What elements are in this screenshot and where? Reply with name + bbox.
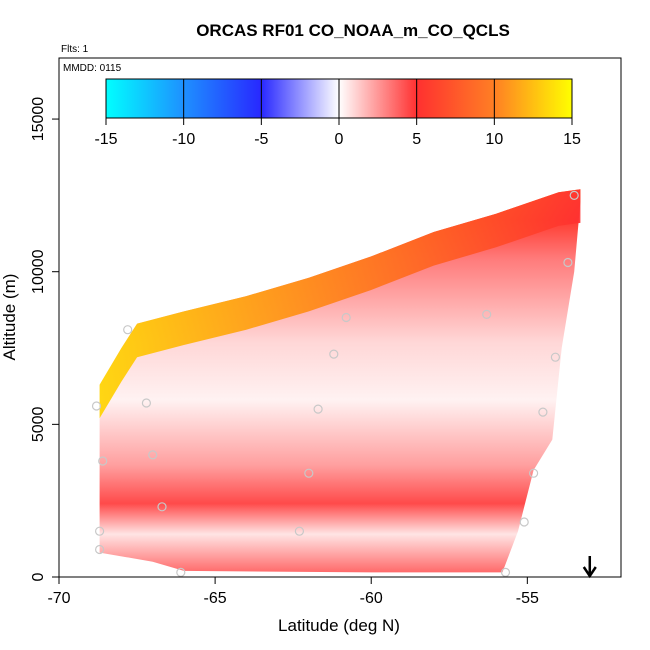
flight-point [482, 309, 492, 319]
plot-frame [58, 57, 622, 578]
chart-title: ORCAS RF01 CO_NOAA_m_CO_QCLS [196, 21, 510, 40]
flights-note: Flts: 1 [61, 44, 89, 55]
flight-point [98, 456, 108, 466]
x-tick-label: -65 [204, 590, 227, 607]
flight-point [304, 468, 314, 478]
flight-point [528, 468, 539, 478]
colorbar-ticks: -15 -10 -5 0 5 10 15 [94, 79, 581, 148]
flight-point [94, 526, 105, 536]
flight-point [148, 450, 158, 460]
flight-point [176, 567, 186, 577]
x-axis-label: Latitude (deg N) [278, 616, 400, 635]
colorbar-tick-label: 15 [563, 131, 581, 148]
x-tick-label: -55 [516, 590, 539, 607]
flight-point [91, 401, 102, 411]
flight-point [94, 544, 105, 555]
flight-point [538, 407, 548, 417]
colorbar: -15 -10 -5 0 5 10 15 [94, 78, 581, 148]
flight-point [563, 257, 573, 268]
colorbar-tick-label: 10 [485, 131, 503, 148]
date-note: MMDD: 0115 [63, 63, 122, 74]
y-tick-label: 15000 [30, 97, 47, 142]
flight-point [569, 190, 579, 200]
flight-point [519, 517, 529, 527]
x-tick-label: -70 [47, 590, 70, 607]
down-arrow-icon [582, 556, 597, 579]
heatmap-upper-layer [99, 189, 581, 419]
colorbar-tick-label: 5 [412, 131, 421, 148]
heatmap-body [99, 189, 581, 573]
flight-point [294, 526, 304, 536]
y-tick-label: 5000 [30, 406, 47, 442]
x-tick-label: -60 [360, 590, 383, 607]
flight-point [157, 502, 167, 512]
colorbar-tick-label: -15 [94, 131, 117, 148]
colorbar-tick-label: -5 [254, 131, 268, 148]
flight-point [500, 567, 511, 577]
colorbar-tick-label: -10 [172, 131, 195, 148]
y-axis-label: Altitude (m) [0, 274, 19, 361]
flight-point [313, 404, 323, 414]
x-axis-ticks: -70 -65 -60 -55 [47, 577, 539, 607]
flight-point [341, 312, 351, 323]
flight-point [123, 325, 133, 335]
flight-point [550, 352, 561, 362]
flight-point [141, 398, 151, 408]
y-axis-ticks: 0 5000 10000 15000 [30, 97, 59, 581]
flight-points [91, 190, 579, 577]
y-tick-label: 10000 [30, 249, 47, 294]
heatmap-field [99, 189, 581, 573]
y-tick-label: 0 [30, 572, 47, 581]
colorbar-tick-label: 0 [335, 131, 344, 148]
flight-point [329, 349, 339, 359]
